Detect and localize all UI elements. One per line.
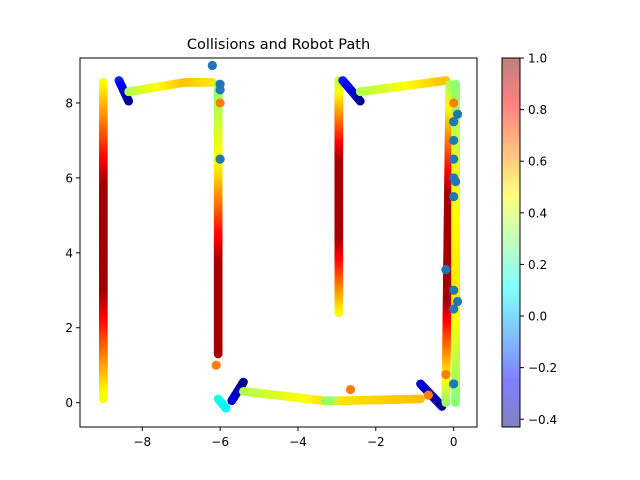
path-marker [98,394,108,404]
collision-point [449,117,459,127]
robot-path [98,76,460,413]
colorbar-tick-label: 0.8 [528,103,547,117]
collision-point [449,304,459,314]
collision-point [215,85,225,95]
collision-point [449,285,459,295]
collision-point [449,98,459,108]
plot-frame [79,57,478,428]
collision-point [207,60,217,71]
colorbar-tick-label: −0.4 [528,413,557,427]
path-marker [451,398,460,408]
collision-point [441,265,451,275]
colorbar-tick-label: 1.0 [528,52,547,66]
collision-point [441,369,451,380]
collision-point [423,390,433,400]
path-marker [124,96,134,106]
collision-point [215,98,225,108]
collision-point [449,154,459,164]
y-tick-label: 4 [65,246,73,260]
y-tick-label: 6 [65,171,73,185]
chart-title: Collisions and Robot Path [187,37,370,53]
path-marker [416,394,425,404]
y-tick-label: 0 [65,396,73,410]
colorbar-tick-label: 0.4 [528,206,547,220]
colorbar-gradient [502,58,520,427]
collision-point [452,109,463,119]
collision-point [449,135,459,146]
colorbar-tick-label: 0.2 [528,258,547,272]
path-marker [221,403,231,413]
collision-point [211,360,221,370]
collision-point [215,154,225,164]
colorbar-tick-label: −0.2 [528,361,557,375]
colorbar-tick-label: 0.0 [528,310,547,324]
collision-point [450,177,461,187]
x-tick-label: −8 [133,435,151,449]
y-axis: 0 2 4 6 8 [65,96,80,410]
collision-point [449,379,459,389]
x-tick-label: −2 [367,435,385,449]
path-marker [239,377,248,387]
y-tick-label: 2 [65,321,73,335]
collision-point [449,192,459,202]
x-axis: −8 −6 −4 −2 0 [133,427,457,449]
colorbar-tick-label: 0.6 [528,155,547,169]
colorbar-ticks: −0.4 −0.2 0.0 0.2 0.4 0.6 0.8 1.0 [520,52,557,427]
colorbar: −0.4 −0.2 0.0 0.2 0.4 0.6 0.8 1.0 [501,52,557,428]
collision-points [207,60,463,400]
x-tick-label: 0 [450,435,458,449]
path-marker [213,349,223,359]
colorbar-frame [501,57,521,428]
x-tick-label: −4 [289,435,307,449]
collision-point [345,384,356,395]
x-tick-label: −6 [211,435,229,449]
y-tick-label: 8 [65,96,73,110]
collision-point [452,296,463,307]
path-marker [355,96,365,106]
